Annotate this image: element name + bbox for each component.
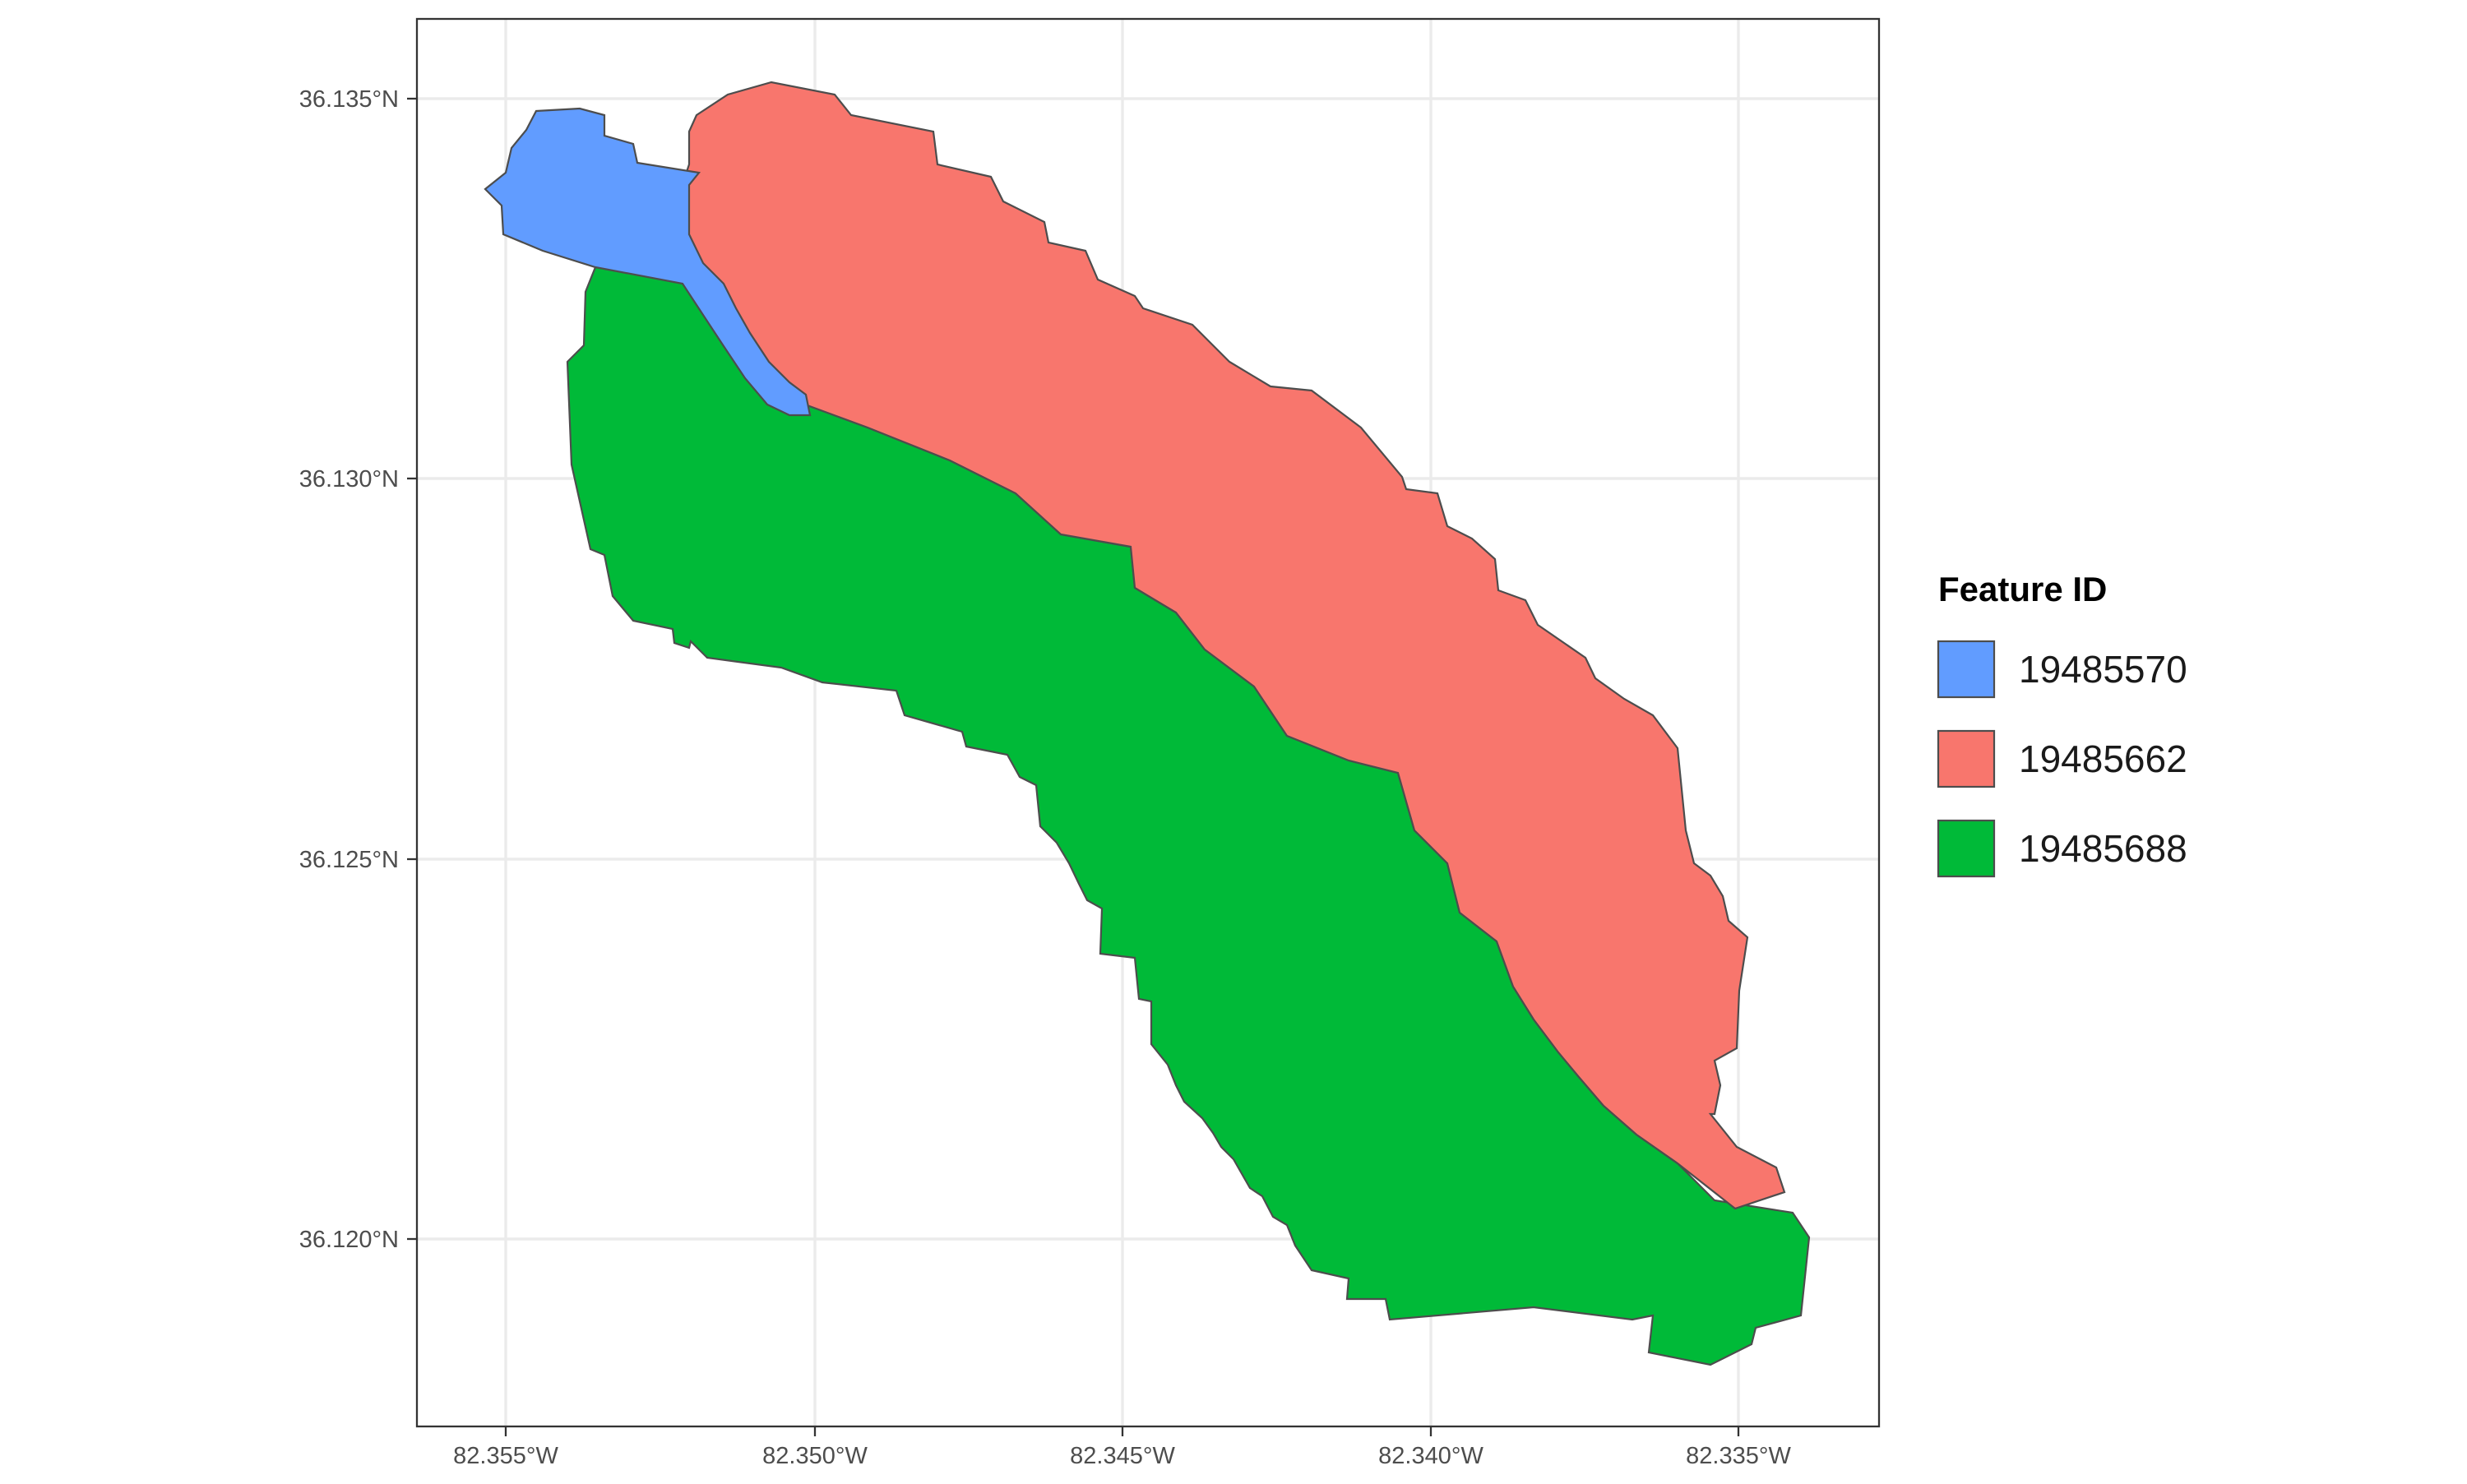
y-tick-label-3: 36.125°N	[299, 847, 399, 873]
feature-polygons	[484, 81, 1811, 1366]
x-tick-label-3: 82.345°W	[1070, 1443, 1175, 1469]
x-axis	[504, 1426, 1740, 1436]
y-tick-label-4: 36.120°N	[299, 1227, 399, 1253]
map-panel-border	[415, 17, 1881, 1428]
legend: Feature ID 19485570 19485662 19485688	[1937, 570, 2187, 878]
legend-swatch-19485688	[1937, 819, 1996, 878]
legend-title: Feature ID	[1938, 570, 2107, 608]
x-tick-label-4: 82.340°W	[1378, 1443, 1483, 1469]
x-tick-label-1: 82.355°W	[453, 1443, 558, 1469]
y-tick-label-2: 36.130°N	[299, 466, 399, 492]
feature-polygon-19485570[interactable]	[484, 107, 812, 417]
y-axis	[407, 97, 417, 1241]
y-tick-label-1: 36.135°N	[299, 86, 399, 113]
legend-swatch-19485662	[1937, 729, 1996, 788]
x-tick-label-2: 82.350°W	[762, 1443, 868, 1469]
feature-polygon-19485662[interactable]	[679, 81, 1786, 1210]
legend-label-19485570: 19485570	[2019, 648, 2187, 691]
legend-label-19485688: 19485688	[2019, 827, 2187, 870]
legend-label-19485662: 19485662	[2019, 737, 2187, 780]
x-tick-label-5: 82.335°W	[1686, 1443, 1791, 1469]
legend-swatch-19485570	[1937, 640, 1996, 699]
